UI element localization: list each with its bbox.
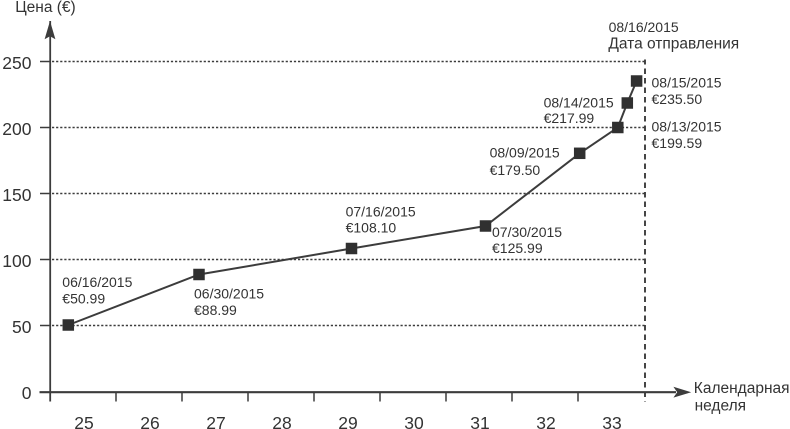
svg-text:32: 32 [536,413,555,429]
svg-text:150: 150 [2,185,31,205]
svg-text:€235.50: €235.50 [652,91,703,107]
svg-text:Цена (€): Цена (€) [15,0,76,16]
svg-text:€217.99: €217.99 [544,110,595,126]
svg-text:33: 33 [602,413,621,429]
svg-text:08/16/2015: 08/16/2015 [609,19,679,35]
svg-text:€199.59: €199.59 [652,135,703,151]
svg-text:€125.99: €125.99 [492,240,543,256]
svg-text:50: 50 [12,317,32,337]
svg-text:31: 31 [470,413,489,429]
svg-text:08/15/2015: 08/15/2015 [652,75,722,91]
svg-text:08/14/2015: 08/14/2015 [544,94,614,110]
svg-text:26: 26 [140,413,159,429]
svg-text:€50.99: €50.99 [62,291,105,307]
svg-text:100: 100 [2,251,31,271]
svg-text:€88.99: €88.99 [194,302,237,318]
svg-text:250: 250 [2,53,31,73]
svg-text:200: 200 [2,119,31,139]
svg-text:07/30/2015: 07/30/2015 [492,224,562,240]
svg-text:08/13/2015: 08/13/2015 [652,119,722,135]
svg-text:08/09/2015: 08/09/2015 [490,144,560,160]
svg-text:0: 0 [22,383,32,403]
svg-text:27: 27 [206,413,225,429]
svg-text:Дата отправления: Дата отправления [608,36,739,53]
svg-text:30: 30 [404,413,424,429]
svg-text:29: 29 [338,413,357,429]
svg-text:25: 25 [74,413,93,429]
svg-text:€179.50: €179.50 [490,162,541,178]
svg-text:06/16/2015: 06/16/2015 [62,274,132,290]
svg-text:07/16/2015: 07/16/2015 [346,203,416,219]
svg-text:28: 28 [272,413,291,429]
svg-text:€108.10: €108.10 [346,220,397,236]
svg-text:06/30/2015: 06/30/2015 [194,285,264,301]
svg-text:Календарная: Календарная [694,380,790,397]
svg-text:неделя: неделя [695,397,746,414]
